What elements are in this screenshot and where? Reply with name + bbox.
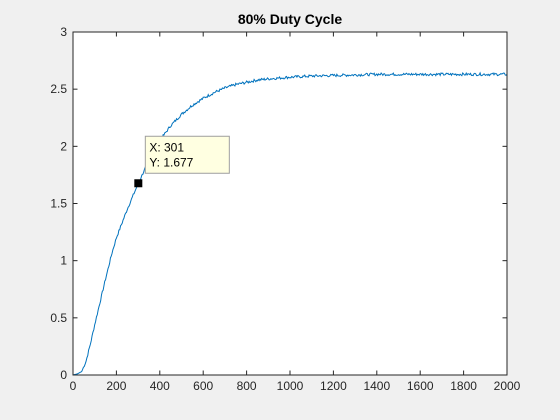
tick-layer: 0 200 400 600 800 1000 1200 1400 1600 1800 2000 0 0.…	[50, 25, 520, 393]
x-tick-label: 600	[193, 379, 213, 393]
y-tick-label: 1	[60, 254, 67, 268]
data-tip-box[interactable]	[144, 135, 230, 174]
x-tick-label: 1000	[277, 379, 304, 393]
x-tick-label: 1800	[450, 379, 477, 393]
y-tick-label: 0.5	[50, 311, 67, 325]
plot-area	[73, 32, 507, 375]
y-tick-label: 3	[60, 25, 67, 39]
y-tick-label: 0	[60, 368, 67, 382]
x-tick-label: 2000	[494, 379, 521, 393]
y-tick-label: 2.5	[50, 82, 67, 96]
x-tick-label: 1400	[363, 379, 390, 393]
data-tip-x-text: X: 301	[149, 140, 184, 154]
x-tick-label: 1200	[320, 379, 347, 393]
data-tip-marker[interactable]	[134, 179, 143, 188]
x-tick-label: 1600	[407, 379, 434, 393]
x-tick-label: 400	[150, 379, 170, 393]
y-tick-label: 1.5	[50, 197, 67, 211]
x-tick-label: 800	[237, 379, 257, 393]
y-tick-label: 2	[60, 139, 67, 153]
chart-title: 80% Duty Cycle	[238, 11, 342, 27]
x-tick-label: 0	[70, 379, 77, 393]
data-tip-y-text: Y: 1.677	[149, 155, 193, 169]
x-tick-label: 200	[106, 379, 126, 393]
